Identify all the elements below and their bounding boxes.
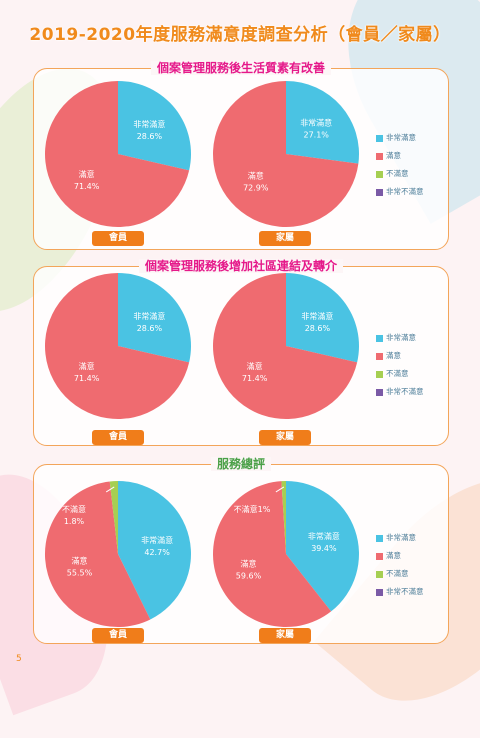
slice-name-label: 滿意	[247, 361, 263, 371]
panel-title: 服務總評	[210, 457, 271, 471]
chart-tag: 家屬	[259, 430, 311, 445]
pie-slice-not-satisfied	[281, 480, 286, 554]
legend-item: 滿意	[376, 151, 424, 169]
legend-item: 非常滿意	[376, 333, 424, 351]
pie-slice-satisfied	[44, 481, 151, 628]
pie-slice-very-satisfied	[118, 481, 191, 620]
legend-item: 非常不滿意	[376, 587, 424, 605]
legend-swatch	[376, 352, 383, 360]
legend: 非常滿意 滿意 不滿意 非常不滿意	[376, 333, 424, 405]
slice-name-label: 非常滿意	[133, 119, 165, 129]
pie-slice-very-satisfied	[118, 81, 191, 171]
panel-title: 個案管理服務後增加社區連結及轉介	[138, 259, 343, 273]
slice-value-label: 71.4%	[74, 182, 100, 191]
slice-name-label: 滿意	[248, 171, 264, 181]
slice-value-label: 71.4%	[74, 374, 100, 383]
pie-chart: 非常滿意 39.4% 滿意 59.6% 不滿意1%	[213, 480, 359, 627]
slice-value-label: 27.1%	[303, 131, 329, 140]
callout-line	[105, 486, 115, 493]
legend-swatch	[376, 570, 383, 578]
slice-value-label: 55.5%	[67, 568, 93, 577]
legend-item: 不滿意	[376, 569, 424, 587]
pie-slice-satisfied	[44, 273, 190, 419]
slice-value-label: 28.6%	[305, 324, 331, 333]
legend-swatch	[376, 188, 383, 196]
chart-tag: 會員	[92, 231, 144, 246]
legend-swatch	[376, 588, 383, 596]
chart-tag: 會員	[92, 628, 144, 643]
legend-swatch	[376, 334, 383, 342]
slice-name-label: 非常滿意	[133, 311, 165, 321]
panel-title: 個案管理服務後生活質素有改善	[150, 61, 331, 75]
pie-slice-satisfied	[212, 273, 358, 419]
legend-item: 不滿意	[376, 369, 424, 387]
slice-name-label: 非常滿意	[300, 118, 332, 128]
slice-value-label: 28.6%	[137, 324, 163, 333]
legend-swatch	[376, 134, 383, 142]
pie-slice-not-satisfied	[109, 481, 118, 554]
pie-chart: 非常滿意 27.1% 滿意 72.9%	[213, 81, 360, 227]
pie-slice-very-satisfied	[118, 273, 191, 363]
slice-value-label: 59.6%	[236, 571, 262, 580]
slice-name-label: 不滿意1%	[234, 504, 271, 514]
slice-name-label: 滿意	[241, 558, 257, 568]
slice-value-label: 28.6%	[137, 132, 163, 141]
slice-value-label: 1.8%	[64, 517, 85, 526]
chart-tag: 家屬	[259, 628, 311, 643]
slice-value-label: 39.4%	[311, 544, 337, 553]
legend-item: 滿意	[376, 351, 424, 369]
legend-swatch	[376, 534, 383, 542]
slice-name-label: 不滿意	[62, 504, 86, 514]
slice-value-label: 42.7%	[144, 548, 170, 557]
pie-chart: 非常滿意 28.6% 滿意 71.4%	[44, 80, 191, 227]
legend-item: 非常不滿意	[376, 387, 424, 405]
pie-slice-very-satisfied	[286, 481, 359, 612]
pie-slice-satisfied	[213, 481, 332, 627]
slice-name-label: 滿意	[79, 361, 95, 371]
slice-value-label: 72.9%	[243, 184, 269, 193]
slice-name-label: 非常滿意	[301, 311, 333, 321]
callout-line	[275, 486, 285, 493]
legend-swatch	[376, 552, 383, 560]
pie-chart: 非常滿意 28.6% 滿意 71.4%	[212, 273, 359, 419]
chart-tag: 家屬	[259, 231, 311, 246]
legend-item: 非常不滿意	[376, 187, 424, 205]
slice-name-label: 非常滿意	[308, 531, 340, 541]
legend-swatch	[376, 388, 383, 396]
legend-swatch	[376, 370, 383, 378]
slice-name-label: 滿意	[79, 169, 95, 179]
chart-tag: 會員	[92, 430, 144, 445]
pie-slice-very-satisfied	[286, 273, 359, 363]
pie-chart: 非常滿意 42.7% 滿意 55.5% 不滿意 1.8%	[44, 481, 191, 628]
legend-swatch	[376, 170, 383, 178]
legend-item: 非常滿意	[376, 133, 424, 151]
legend-item: 非常滿意	[376, 533, 424, 551]
page-number: 5	[16, 654, 22, 664]
pie-slice-satisfied	[213, 81, 359, 227]
legend-item: 不滿意	[376, 169, 424, 187]
legend-swatch	[376, 152, 383, 160]
legend-item: 滿意	[376, 551, 424, 569]
slice-value-label: 71.4%	[242, 374, 268, 383]
legend: 非常滿意 滿意 不滿意 非常不滿意	[376, 133, 424, 205]
pie-slice-satisfied	[44, 80, 190, 227]
pie-chart: 非常滿意 28.6% 滿意 71.4%	[44, 273, 191, 419]
slice-name-label: 滿意	[72, 555, 88, 565]
legend: 非常滿意 滿意 不滿意 非常不滿意	[376, 533, 424, 605]
slice-name-label: 非常滿意	[141, 535, 173, 545]
pie-slice-very-satisfied	[286, 81, 360, 164]
page-title: 2019-2020年度服務滿意度調查分析（會員／家屬）	[29, 25, 451, 45]
